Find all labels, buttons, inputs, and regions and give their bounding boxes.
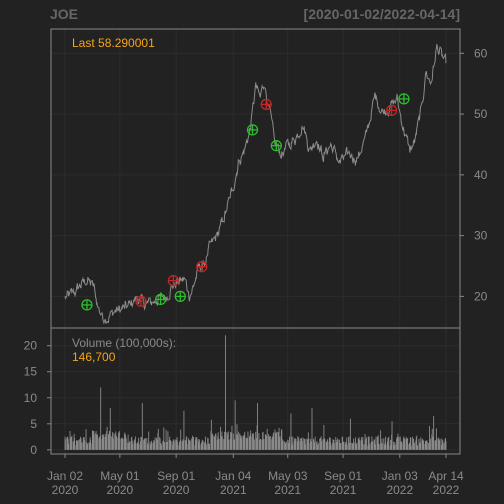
time-tick-label: Apr 14	[428, 469, 464, 483]
time-tick-year: 2022	[433, 483, 460, 497]
time-tick-year: 2021	[274, 483, 301, 497]
time-tick-label: Jan 02	[47, 469, 83, 483]
volume-panel-border	[50, 327, 461, 455]
signal-markers	[81, 93, 410, 311]
time-tick-label: May 01	[100, 469, 140, 483]
price-grid	[51, 29, 460, 328]
volume-axis-ticks: 0 5 10 15 20	[24, 339, 51, 457]
buy-signal-marker	[270, 140, 282, 152]
volume-bars	[64, 335, 447, 450]
price-tick-label: 20	[474, 289, 488, 303]
price-line	[64, 44, 447, 325]
time-tick-label: Jan 03	[382, 469, 418, 483]
volume-tick-label: 15	[24, 365, 38, 379]
buy-signal-marker	[174, 290, 186, 303]
volume-label: Volume (100,000s):	[72, 336, 176, 350]
time-tick-label: Sep 01	[324, 469, 362, 483]
volume-tick-label: 5	[30, 417, 37, 431]
volume-tick-label: 20	[24, 339, 38, 353]
date-range-title: [2020-01-02/2022-04-14]	[304, 6, 460, 22]
volume-last-value: 146,700	[72, 350, 116, 364]
volume-tick-label: 10	[24, 391, 38, 405]
sell-signal-marker	[260, 98, 272, 111]
last-price-label: Last 58.290001	[72, 36, 155, 50]
buy-signal-marker	[398, 93, 410, 105]
time-tick-year: 2020	[107, 483, 134, 497]
sell-signal-marker	[135, 295, 147, 307]
volume-tick-label: 0	[30, 443, 37, 457]
sell-signal-marker	[167, 274, 180, 287]
buy-signal-marker	[81, 299, 93, 311]
time-tick-label: May 03	[268, 469, 308, 483]
price-axis-ticks: 20 30 40 50 60	[460, 46, 488, 303]
time-tick-year: 2020	[163, 483, 190, 497]
volume-series	[64, 335, 447, 450]
sell-signal-marker	[196, 260, 208, 273]
time-tick-year: 2021	[330, 483, 357, 497]
price-series	[64, 44, 447, 325]
time-tick-year: 2021	[220, 483, 247, 497]
time-tick-label: Sep 01	[157, 469, 195, 483]
symbol-title: JOE	[50, 6, 78, 22]
time-tick-year: 2022	[386, 483, 413, 497]
price-tick-label: 50	[474, 107, 488, 121]
buy-signal-marker	[154, 293, 167, 306]
price-tick-label: 60	[474, 46, 488, 60]
sell-signal-marker	[385, 104, 398, 117]
price-tick-label: 40	[474, 168, 488, 182]
price-tick-label: 30	[474, 229, 488, 243]
time-tick-label: Jan 04	[215, 469, 251, 483]
buy-signal-marker	[246, 124, 259, 136]
time-tick-year: 2020	[52, 483, 79, 497]
